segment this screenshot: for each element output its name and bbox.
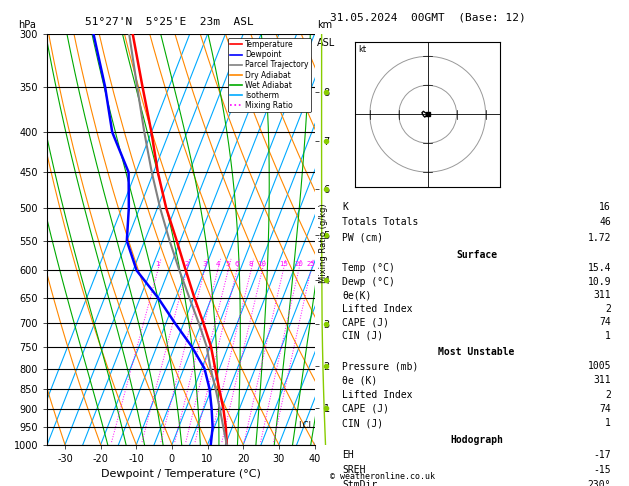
Text: Totals Totals: Totals Totals xyxy=(342,217,418,227)
Text: LCL: LCL xyxy=(298,421,313,430)
Text: 15.4: 15.4 xyxy=(587,263,611,273)
Text: 25: 25 xyxy=(306,261,315,267)
X-axis label: Dewpoint / Temperature (°C): Dewpoint / Temperature (°C) xyxy=(101,469,261,479)
Text: 46: 46 xyxy=(599,217,611,227)
Text: 51°27'N  5°25'E  23m  ASL: 51°27'N 5°25'E 23m ASL xyxy=(86,17,254,27)
Text: Lifted Index: Lifted Index xyxy=(342,304,413,314)
Text: 10.9: 10.9 xyxy=(587,277,611,287)
Text: Dewp (°C): Dewp (°C) xyxy=(342,277,395,287)
Text: CIN (J): CIN (J) xyxy=(342,418,383,428)
Text: 31.05.2024  00GMT  (Base: 12): 31.05.2024 00GMT (Base: 12) xyxy=(330,12,526,22)
Text: 1.72: 1.72 xyxy=(587,233,611,243)
Text: hPa: hPa xyxy=(18,20,36,30)
Text: SREH: SREH xyxy=(342,465,365,475)
Text: Surface: Surface xyxy=(456,250,497,260)
Text: 3: 3 xyxy=(203,261,207,267)
Text: StmDir: StmDir xyxy=(342,480,377,486)
Text: 15: 15 xyxy=(279,261,287,267)
Text: -17: -17 xyxy=(593,450,611,460)
Text: ASL: ASL xyxy=(317,38,335,48)
Text: 2: 2 xyxy=(184,261,189,267)
Text: EH: EH xyxy=(342,450,353,460)
Text: 230°: 230° xyxy=(587,480,611,486)
Text: 16: 16 xyxy=(599,202,611,212)
Text: 311: 311 xyxy=(593,290,611,300)
Text: 8: 8 xyxy=(248,261,253,267)
Text: km: km xyxy=(317,20,332,30)
Text: 2: 2 xyxy=(605,390,611,399)
Text: 1: 1 xyxy=(605,418,611,428)
Text: 1: 1 xyxy=(605,331,611,341)
Text: Pressure (mb): Pressure (mb) xyxy=(342,361,418,371)
Text: CAPE (J): CAPE (J) xyxy=(342,404,389,414)
Text: 6: 6 xyxy=(235,261,239,267)
Text: kt: kt xyxy=(359,45,367,54)
Text: 74: 74 xyxy=(599,317,611,328)
Text: 2: 2 xyxy=(605,304,611,314)
Text: 5: 5 xyxy=(226,261,230,267)
Text: Lifted Index: Lifted Index xyxy=(342,390,413,399)
Text: 20: 20 xyxy=(294,261,303,267)
Text: 1005: 1005 xyxy=(587,361,611,371)
Text: PW (cm): PW (cm) xyxy=(342,233,383,243)
Text: 311: 311 xyxy=(593,376,611,385)
Text: θe (K): θe (K) xyxy=(342,376,377,385)
Text: CIN (J): CIN (J) xyxy=(342,331,383,341)
Text: © weatheronline.co.uk: © weatheronline.co.uk xyxy=(330,472,435,481)
Text: Mixing Ratio (g/kg): Mixing Ratio (g/kg) xyxy=(320,203,328,283)
Text: 74: 74 xyxy=(599,404,611,414)
Text: θe(K): θe(K) xyxy=(342,290,371,300)
Text: K: K xyxy=(342,202,348,212)
Text: -15: -15 xyxy=(593,465,611,475)
Text: 10: 10 xyxy=(258,261,267,267)
Text: 4: 4 xyxy=(216,261,220,267)
Text: 1: 1 xyxy=(155,261,160,267)
Text: Temp (°C): Temp (°C) xyxy=(342,263,395,273)
Text: Hodograph: Hodograph xyxy=(450,435,503,445)
Legend: Temperature, Dewpoint, Parcel Trajectory, Dry Adiabat, Wet Adiabat, Isotherm, Mi: Temperature, Dewpoint, Parcel Trajectory… xyxy=(228,38,311,112)
Text: Most Unstable: Most Unstable xyxy=(438,347,515,357)
Text: CAPE (J): CAPE (J) xyxy=(342,317,389,328)
